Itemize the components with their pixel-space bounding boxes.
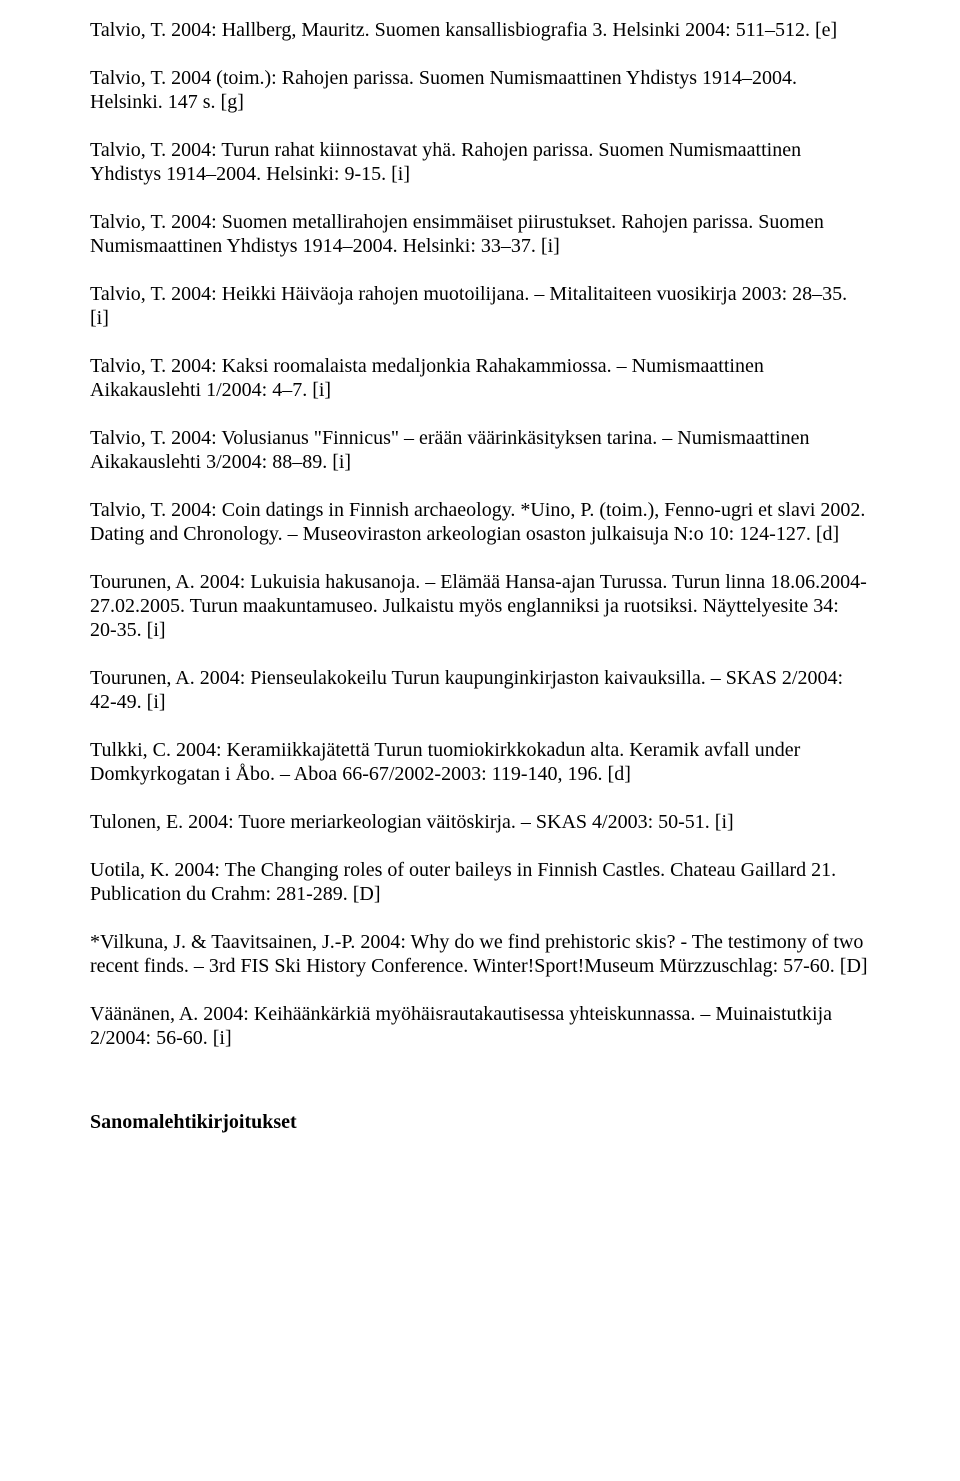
bibliography-entry: Tourunen, A. 2004: Lukuisia hakusanoja. … xyxy=(90,570,870,642)
bibliography-entry: Talvio, T. 2004 (toim.): Rahojen parissa… xyxy=(90,66,870,114)
bibliography-entry: Talvio, T. 2004: Volusianus "Finnicus" –… xyxy=(90,426,870,474)
section-heading: Sanomalehtikirjoitukset xyxy=(90,1110,870,1134)
bibliography-entry: Väänänen, A. 2004: Keihäänkärkiä myöhäis… xyxy=(90,1002,870,1050)
bibliography-entry: Talvio, T. 2004: Kaksi roomalaista medal… xyxy=(90,354,870,402)
bibliography-entry: Tulonen, E. 2004: Tuore meriarkeologian … xyxy=(90,810,870,834)
bibliography-entry: Talvio, T. 2004: Turun rahat kiinnostava… xyxy=(90,138,870,186)
bibliography-entry: Uotila, K. 2004: The Changing roles of o… xyxy=(90,858,870,906)
bibliography-entry: Talvio, T. 2004: Suomen metallirahojen e… xyxy=(90,210,870,258)
bibliography-entry: Talvio, T. 2004: Hallberg, Mauritz. Suom… xyxy=(90,18,870,42)
bibliography-entry: Talvio, T. 2004: Coin datings in Finnish… xyxy=(90,498,870,546)
bibliography-entry: Tulkki, C. 2004: Keramiikkajätettä Turun… xyxy=(90,738,870,786)
bibliography-entry: Talvio, T. 2004: Heikki Häiväoja rahojen… xyxy=(90,282,870,330)
page-content: Talvio, T. 2004: Hallberg, Mauritz. Suom… xyxy=(0,0,960,1198)
bibliography-entry: Tourunen, A. 2004: Pienseulakokeilu Turu… xyxy=(90,666,870,714)
bibliography-entry: *Vilkuna, J. & Taavitsainen, J.-P. 2004:… xyxy=(90,930,870,978)
